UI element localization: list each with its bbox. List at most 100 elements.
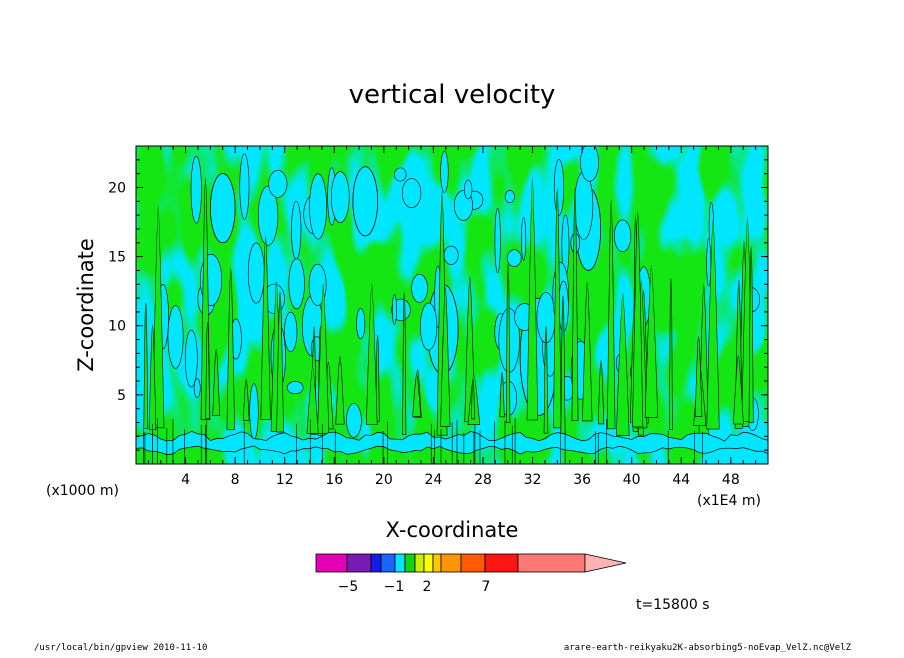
negative-core [352,166,379,237]
negative-patch [504,190,515,204]
updraft-plume [582,281,593,422]
colorbar-cell [346,553,372,573]
updraft-plume [226,268,235,431]
negative-patch [308,263,327,306]
chart-title: vertical velocity [349,80,556,110]
x-tick-label: 4 [181,472,190,488]
x-tick-label: 28 [474,472,492,488]
updraft-plumes [143,177,754,437]
updraft-plume [152,205,165,429]
x-tick-label: 24 [424,472,442,488]
negative-patch [613,219,632,253]
updraft-plume [597,360,605,425]
updraft-plume [471,379,475,420]
negative-patch [356,308,366,340]
colorbar-cell [404,553,416,573]
y-axis: 5 10 15 20 [108,159,768,451]
x-tick-label: 20 [375,472,393,488]
updraft-plume [260,236,271,420]
updraft-plume [205,321,210,420]
x-tick-label: 36 [573,472,591,488]
negative-patch [443,245,459,265]
colorbar-cell [414,553,425,573]
colorbar-extension-arrow [584,553,627,573]
negative-patch [239,153,250,220]
negative-patch [494,208,501,273]
colorbar [315,553,627,573]
plot-frame [135,145,769,465]
updraft-plume [543,326,549,434]
updraft-plume [606,200,616,430]
negative-patch [257,185,279,246]
negative-patch [574,171,594,240]
colorbar-cell [517,553,586,573]
colorbar-cell [370,553,382,573]
negative-patch [247,242,265,304]
negative-patch [286,381,304,395]
footer-left: /usr/local/bin/gpview 2010-11-10 [34,643,207,653]
negative-patch [440,151,449,193]
updraft-plume [732,354,744,425]
updraft-plume [306,366,319,434]
negative-patch [167,305,184,369]
negative-patch [401,178,422,208]
x-axis: 4 8 12 16 20 24 28 32 36 40 44 48 [147,146,757,488]
negative-patch [249,383,259,440]
updraft-plume [694,336,703,417]
x-tick-label: 44 [672,472,690,488]
updraft-plume [632,211,644,428]
colorbar-cell [423,553,434,573]
colorbar-cell [484,553,519,573]
updraft-plume [616,292,630,436]
y-tick-label: 10 [108,319,126,335]
updraft-plume [440,287,451,427]
updraft-plume [335,356,345,425]
negative-patch [284,311,298,353]
negative-patch [464,179,473,200]
negative-patch [394,167,407,182]
x-tick-label: 12 [276,472,294,488]
updraft-plume [412,374,422,417]
updraft-plume [526,177,539,421]
updraft-plume [366,283,378,425]
plot-area [136,146,768,464]
updraft-plume [644,264,659,418]
lower-band [136,418,768,464]
x-tick-label: 48 [722,472,740,488]
footer-right: arare-earth-reikyaku2K-absorbing5-noEvap… [564,643,852,653]
updraft-plume [505,262,511,423]
updraft-plume [242,379,250,422]
colorbar-labels: −5 −1 2 7 [338,579,491,595]
negative-patch [291,200,302,260]
negative-patch [288,258,305,310]
negative-patch [411,273,428,303]
x-axis-unit: (x1E4 m) [697,493,761,509]
x-tick-label: 16 [325,472,343,488]
x-tick-label: 32 [524,472,542,488]
updraft-plume [669,278,673,430]
updraft-plume [148,324,157,431]
colorbar-label: 2 [423,579,432,595]
updraft-plume [276,291,284,433]
colorbar-cell [380,553,396,573]
y-tick-label: 20 [108,180,126,196]
negative-patch [346,403,362,438]
y-tick-label: 5 [117,388,126,404]
updraft-plume [706,218,720,430]
updraft-plume [212,348,221,417]
negative-patch [184,329,198,388]
x-tick-label: 40 [623,472,641,488]
negative-patch [392,294,397,325]
updraft-plume [560,295,566,437]
updraft-plume [571,188,579,421]
colorbar-cell [315,553,348,573]
negative-patch [309,173,327,240]
colorbar-cell [440,553,462,573]
negative-patch [553,159,565,216]
colorbar-cell [460,553,486,573]
negative-patch [521,216,527,261]
updraft-plume [499,372,505,418]
updraft-plume [402,292,407,436]
